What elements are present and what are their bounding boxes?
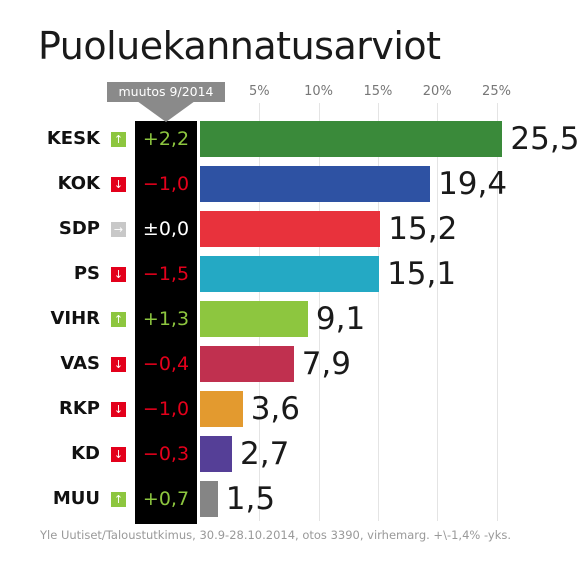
bar (200, 391, 243, 427)
data-label: 25,5 (510, 121, 580, 157)
gridline (496, 103, 498, 521)
data-label: 3,6 (250, 391, 300, 427)
change-value: ±0,0 (142, 218, 190, 240)
bar (200, 121, 503, 157)
arrow-up-icon: ↑ (111, 311, 126, 327)
bar (200, 256, 380, 292)
arrow-down-icon: ↓ (111, 176, 126, 192)
party-label: KOK (57, 173, 100, 194)
arrow-up-icon: ↑ (111, 131, 126, 147)
x-tick-label: 5% (248, 84, 270, 99)
party-label: SDP (58, 218, 100, 239)
data-label: 15,1 (387, 256, 457, 292)
party-label: PS (73, 263, 100, 284)
change-value: −0,4 (142, 353, 190, 375)
arrow-down-icon: ↓ (111, 356, 126, 372)
change-value: +0,7 (142, 488, 190, 510)
source-note: Yle Uutiset/Taloustutkimus, 30.9-28.10.2… (40, 528, 512, 542)
gridline (318, 103, 320, 521)
data-label: 1,5 (225, 481, 276, 517)
data-label: 19,4 (438, 166, 508, 202)
change-column (135, 121, 197, 524)
change-value: −1,5 (142, 263, 190, 285)
change-value: −1,0 (142, 173, 190, 195)
arrow-right-icon: → (111, 221, 126, 237)
bar (200, 481, 218, 517)
x-tick-label: 10% (304, 84, 334, 99)
arrow-down-icon: ↓ (111, 446, 126, 462)
x-tick-label: 25% (482, 84, 511, 99)
party-label: VIHR (50, 308, 100, 329)
party-label: MUU (52, 488, 100, 509)
arrow-up-icon: ↑ (111, 491, 126, 507)
party-label: KESK (46, 128, 100, 149)
gridline (377, 103, 379, 521)
arrow-down-icon: ↓ (111, 401, 126, 417)
party-label: KD (71, 443, 100, 464)
change-header: muutos 9/2014 (107, 82, 225, 102)
data-label: 15,2 (388, 211, 458, 247)
x-tick-label: 15% (363, 84, 393, 99)
x-tick-label: 20% (422, 84, 452, 99)
chart-title: Puoluekannatusarviot (38, 24, 441, 68)
change-value: −0,3 (142, 443, 190, 465)
party-label: RKP (58, 398, 100, 419)
data-label: 2,7 (240, 436, 290, 472)
change-value: +1,3 (142, 308, 190, 330)
change-value: +2,2 (142, 128, 190, 150)
bar (200, 301, 308, 337)
arrow-down-icon: ↓ (111, 266, 126, 282)
data-label: 9,1 (315, 301, 366, 337)
bar (200, 436, 233, 472)
change-value: −1,0 (142, 398, 190, 420)
bar (200, 346, 294, 382)
change-header-pointer (137, 101, 195, 122)
data-label: 7,9 (301, 346, 351, 382)
gridline (437, 103, 439, 521)
party-label: VAS (60, 353, 100, 374)
bar (200, 211, 381, 247)
bar (200, 166, 431, 202)
